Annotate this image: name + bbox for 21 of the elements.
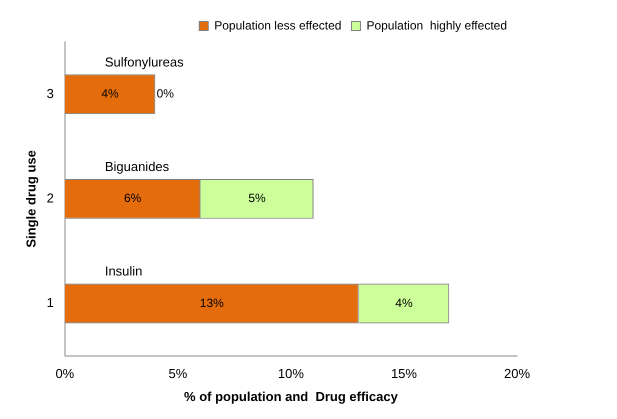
legend-label: Population highly effected (366, 18, 508, 32)
data-label: 6% (124, 191, 142, 206)
x-tick-label: 20% (504, 366, 530, 382)
data-label: 0% (156, 86, 174, 101)
y-tick-label: 3 (46, 86, 54, 101)
data-label: 4% (101, 86, 120, 101)
x-tick-label: 0% (55, 366, 75, 382)
data-label: 5% (248, 191, 266, 206)
annotation: Insulin (104, 264, 142, 279)
y-tick-label: 2 (46, 190, 54, 206)
x-axis-title: % of population and Drug efficacy (184, 388, 399, 404)
annotation: Biguanides (104, 159, 170, 174)
annotation: Sulfonylureas (104, 54, 184, 70)
legend-label: Population less effected (214, 18, 342, 32)
x-tick-label: 5% (168, 366, 188, 382)
x-tick-label: 15% (390, 366, 418, 382)
y-tick-label: 1 (46, 295, 54, 310)
data-label: 13% (200, 296, 224, 310)
x-tick-label: 10% (278, 366, 304, 382)
y-axis-title: Single drug use (23, 150, 38, 248)
data-label: 4% (395, 296, 413, 310)
